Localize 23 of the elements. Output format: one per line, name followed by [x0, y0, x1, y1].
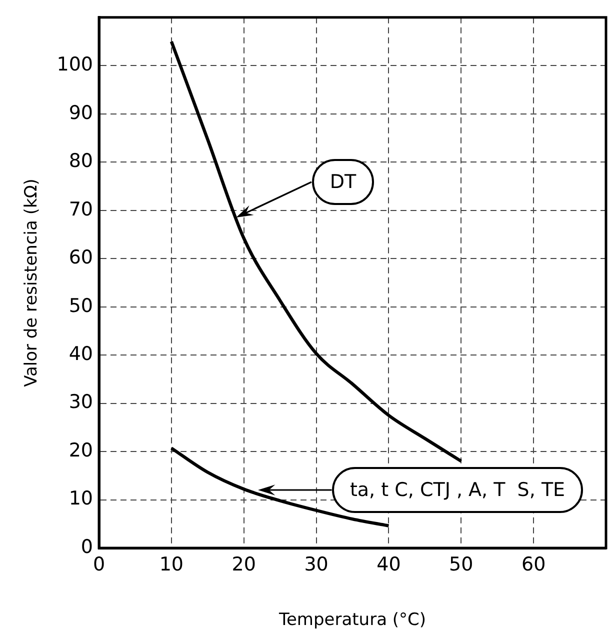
- x-tick-label: 60: [521, 553, 546, 576]
- y-tick-label: 30: [68, 391, 93, 414]
- x-tick-label: 40: [376, 553, 401, 576]
- x-tick-label: 30: [304, 553, 328, 576]
- y-axis-title: Valor de resistencia (kΩ): [22, 178, 42, 387]
- x-tick-label: 20: [232, 553, 256, 576]
- y-tick-label: 0: [80, 536, 93, 558]
- line-series: [170, 40, 463, 463]
- y-tick-label: 70: [68, 198, 93, 220]
- y-tick-label: 80: [68, 150, 93, 172]
- y-tick-label: 10: [68, 488, 93, 510]
- y-tick-label: 40: [68, 342, 93, 365]
- x-tick-label: 10: [159, 553, 184, 576]
- y-tick-label: 100: [56, 54, 93, 76]
- y-tick-label: 20: [68, 439, 93, 462]
- annotation: ta, t C, CTJ , A, T S, TE: [332, 467, 584, 514]
- y-tick-label: 60: [68, 246, 93, 269]
- line-series: [170, 446, 390, 528]
- y-tick-label: 50: [68, 294, 93, 317]
- x-tick-label: 50: [449, 553, 474, 576]
- y-tick-label: 90: [68, 102, 93, 124]
- annotation: DT: [312, 158, 374, 205]
- x-axis-title: Temperatura (°C): [278, 610, 426, 630]
